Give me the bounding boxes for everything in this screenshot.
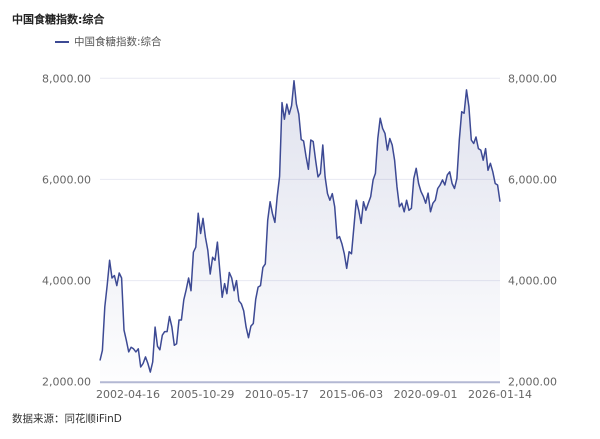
legend[interactable]: 中国食糖指数:综合 (55, 34, 162, 49)
y-tick-label-left: 2,000.00 (42, 376, 91, 389)
y-tick-label-right: 6,000.00 (508, 173, 557, 186)
y-tick-label-right: 4,000.00 (508, 275, 557, 288)
legend-swatch (55, 40, 69, 43)
y-tick-label-left: 6,000.00 (42, 173, 91, 186)
legend-label: 中国食糖指数:综合 (74, 36, 162, 48)
x-tick-label: 2026-01-14 (468, 388, 532, 401)
x-tick-label: 2005-10-29 (170, 388, 234, 401)
y-tick-label-left: 4,000.00 (42, 275, 91, 288)
x-tick-label: 2020-09-01 (394, 388, 458, 401)
chart-title: 中国食糖指数:综合 (12, 13, 105, 26)
x-tick-label: 2015-06-03 (319, 388, 383, 401)
series-line (99, 80, 501, 373)
y-tick-label-left: 8,000.00 (42, 72, 91, 85)
y-tick-label-right: 8,000.00 (508, 72, 557, 85)
x-tick-label: 2002-04-16 (96, 388, 160, 401)
series-area (100, 80, 500, 382)
data-source: 数据来源：同花顺iFinD (12, 413, 122, 425)
x-tick-label: 2010-05-17 (245, 388, 309, 401)
y-tick-label-right: 2,000.00 (508, 376, 557, 389)
